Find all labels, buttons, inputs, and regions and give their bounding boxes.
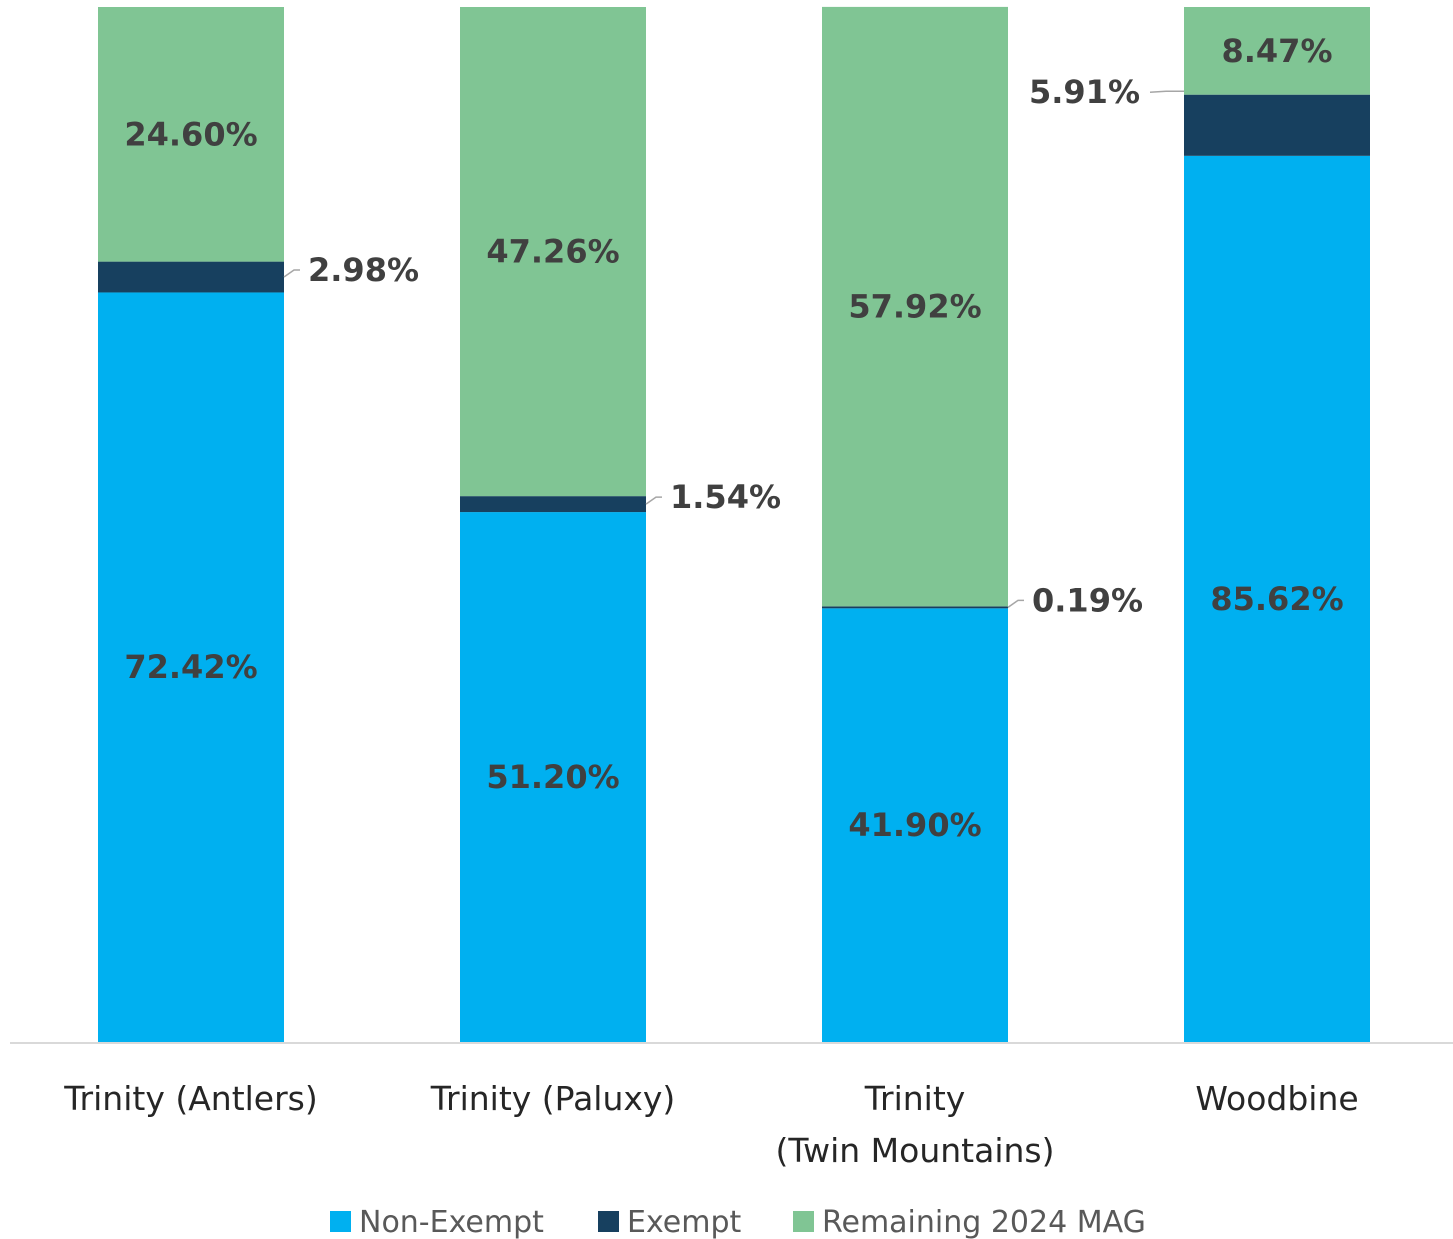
data-label-exempt-1: 2.98% xyxy=(308,251,419,289)
legend-label-non-exempt: Non-Exempt xyxy=(359,1205,544,1239)
bar-non-exempt-4 xyxy=(1184,155,1370,1042)
bar-exempt-2 xyxy=(460,496,646,513)
bar-non-exempt-2 xyxy=(460,512,646,1042)
bar-exempt-4 xyxy=(1184,94,1370,156)
data-label-non-exempt-3: 41.90% xyxy=(848,806,981,844)
bar-non-exempt-1 xyxy=(98,292,284,1042)
x-tick-label-2: Trinity (Paluxy) xyxy=(430,1079,676,1118)
legend: Non-Exempt Exempt Remaining 2024 MAG xyxy=(330,1205,1146,1239)
data-label-non-exempt-1: 72.42% xyxy=(124,648,257,686)
bar-exempt-1 xyxy=(98,261,284,293)
x-tick-label-3-line-1: Trinity xyxy=(864,1079,966,1118)
legend-label-exempt: Exempt xyxy=(627,1205,742,1239)
bar-remaining-2024-mag-3 xyxy=(822,6,1008,607)
leader-line-4 xyxy=(1149,90,1184,93)
data-label-exempt-3: 0.19% xyxy=(1032,581,1143,619)
bar-exempt-3 xyxy=(822,606,1008,609)
bar-remaining-2024-mag-1 xyxy=(98,7,284,262)
data-labels-group: 72.42% 2.98% 24.60% 51.20% 1.54% 47.26% 41.90%… xyxy=(124,32,1343,844)
x-tick-label-4: Woodbine xyxy=(1195,1079,1358,1118)
data-label-exempt-4: 5.91% xyxy=(1029,73,1140,111)
bars-group xyxy=(98,6,1370,1042)
data-label-remaining-2024-mag-3: 57.92% xyxy=(848,288,981,326)
bar-non-exempt-3 xyxy=(822,608,1008,1042)
leader-lines-group xyxy=(283,90,1184,608)
leader-line-3 xyxy=(1007,599,1024,608)
data-label-exempt-2: 1.54% xyxy=(670,478,781,516)
legend-swatch-remaining-2024-mag xyxy=(793,1211,814,1232)
legend-label-remaining-2024-mag: Remaining 2024 MAG xyxy=(822,1205,1146,1239)
legend-swatch-exempt xyxy=(598,1211,619,1232)
data-label-non-exempt-2: 51.20% xyxy=(486,758,619,796)
data-label-remaining-2024-mag-4: 8.47% xyxy=(1221,32,1332,70)
bar-remaining-2024-mag-4 xyxy=(1184,7,1370,95)
leader-line-2 xyxy=(645,496,662,505)
bar-remaining-2024-mag-2 xyxy=(460,7,646,497)
data-label-remaining-2024-mag-2: 47.26% xyxy=(486,233,619,271)
legend-swatch-non-exempt xyxy=(330,1211,351,1232)
data-label-non-exempt-4: 85.62% xyxy=(1210,580,1343,618)
x-tick-label-3-line-2: (Twin Mountains) xyxy=(776,1131,1055,1170)
x-tick-labels-group: Trinity (Antlers) Trinity (Paluxy) Trinity… xyxy=(63,1079,1358,1170)
data-label-remaining-2024-mag-1: 24.60% xyxy=(124,115,257,153)
leader-line-1 xyxy=(283,269,300,278)
x-tick-label-1: Trinity (Antlers) xyxy=(63,1079,318,1118)
